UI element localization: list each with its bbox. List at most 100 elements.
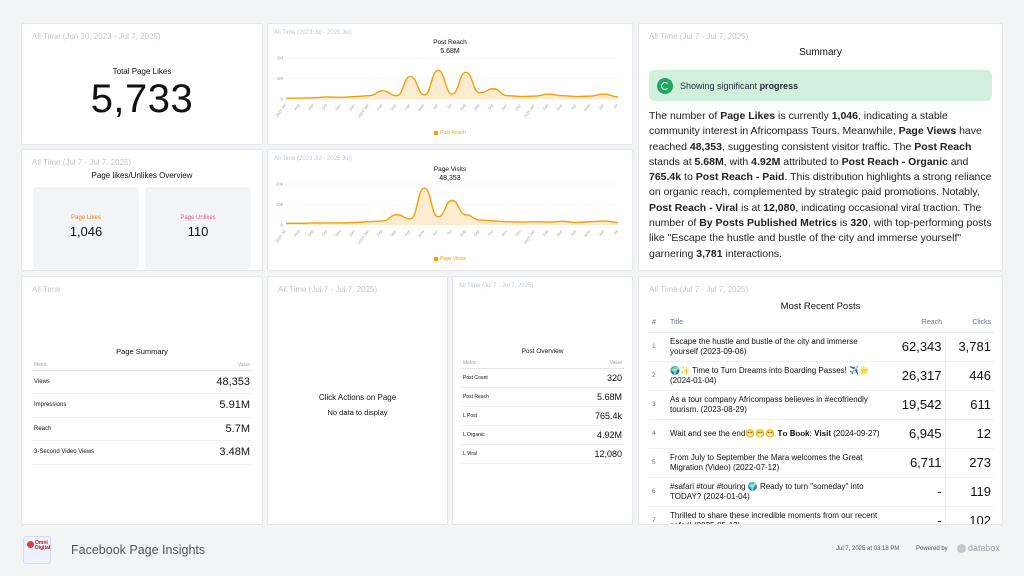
- page-unlikes-value: 110: [187, 224, 209, 239]
- footer: Omni Digital Facebook Page Insights Jul 7…: [0, 532, 1024, 576]
- summary-highlight: Post Reach - Viral: [649, 201, 739, 214]
- metric-cell: Impressions: [32, 393, 171, 418]
- x-tick-label: Sep: [472, 102, 481, 111]
- post-row[interactable]: 2 🌍✨ Time to Turn Dreams into Boarding Pa…: [649, 361, 994, 391]
- metric-cell: 3-Second Video Views: [32, 440, 171, 465]
- summary-segment: The number of: [649, 110, 721, 122]
- post-clicks: 446: [944, 361, 994, 391]
- post-title[interactable]: 🌍✨ Time to Turn Dreams into Boarding Pas…: [667, 361, 887, 391]
- chart-value: 48,353: [439, 175, 461, 182]
- post-title[interactable]: From July to September the Mara welcomes…: [667, 448, 887, 478]
- post-title[interactable]: #safari #tour #touring 🌍 Ready to turn "…: [667, 477, 887, 507]
- summary-highlight: 48,353: [689, 140, 722, 153]
- page-likes-value: 1,046: [69, 224, 103, 239]
- y-tick-label: 20k: [276, 182, 284, 187]
- y-tick-label: 2M: [277, 56, 284, 61]
- recent-posts-table[interactable]: # Title Reach Clicks 1 Escape the hustle …: [649, 314, 994, 524]
- post-title[interactable]: As a tour company Africompass believes i…: [667, 390, 887, 420]
- x-tick-label: Nov: [334, 103, 342, 112]
- metric-cell: Reach: [32, 417, 171, 441]
- powered-by-label: Powered by: [916, 546, 948, 552]
- post-clicks: 12: [944, 419, 994, 449]
- card-title: Click Actions on Page: [318, 393, 397, 402]
- x-tick-label: Apr: [570, 228, 578, 237]
- x-tick-label: Mar: [389, 228, 397, 237]
- x-tick-label: Dec: [514, 103, 522, 112]
- post-row[interactable]: 1 Escape the hustle and bustle of the cit…: [649, 332, 994, 362]
- x-tick-label: Jun: [431, 229, 439, 237]
- x-tick-label: May: [417, 229, 425, 238]
- empty-state-text: No data to display: [327, 408, 388, 417]
- x-tick-label: Sep: [472, 228, 481, 237]
- post-reach-card: All Time (2023 Jul - 2025 Jul) Post Reac…: [267, 23, 633, 145]
- post-clicks: 119: [944, 477, 994, 507]
- summary-segment: is at: [738, 201, 764, 214]
- summary-highlight: 12,080: [763, 201, 796, 214]
- table-row: Views 48,353: [32, 370, 252, 394]
- summary-highlight: Post Reach - Paid: [695, 171, 785, 184]
- value-cell: 5.68M: [540, 387, 624, 407]
- metric-cell: Views: [32, 370, 171, 394]
- post-title[interactable]: Wait and see the end😁😁😁 𝐓𝐨 𝐁𝐨𝐨𝐤: 𝐕𝐢𝐬𝐢𝐭 (…: [667, 419, 887, 449]
- col-metric: Metric: [32, 360, 171, 371]
- dashboard-title: Facebook Page Insights: [71, 543, 206, 557]
- summary-text: The number of Page Likes is currently 1,…: [649, 109, 992, 262]
- value-cell: 48,353: [170, 370, 252, 394]
- table-row: L Organic 4.92M: [461, 425, 624, 445]
- databox-icon: [957, 543, 966, 553]
- x-tick-label: 2025 Jan: [522, 229, 536, 245]
- post-title[interactable]: Escape the hustle and bustle of the city…: [667, 332, 887, 362]
- post-reach: 6,711: [887, 448, 946, 478]
- progress-banner: Showing significant progress: [649, 70, 992, 101]
- col-clicks[interactable]: Clicks: [945, 314, 994, 333]
- metric-cell: Post Reach: [461, 387, 541, 407]
- summary-highlight: Page Likes: [720, 110, 776, 122]
- summary-highlight: By Posts Published Metrics: [699, 217, 837, 230]
- post-row[interactable]: 6 #safari #tour #touring 🌍 Ready to turn …: [649, 477, 994, 507]
- date-range: All Time (Jul 7 - Jul 7, 2025): [32, 158, 132, 167]
- post-overview-table: Metric Value Post Count 320 Post Reach 5.68M…: [461, 359, 624, 464]
- page-likes-box: Page Likes 1,046: [33, 187, 139, 269]
- x-tick-label: May: [583, 103, 591, 112]
- post-title[interactable]: Thrilled to share these incredible momen…: [667, 506, 887, 524]
- post-index: 6: [649, 477, 667, 507]
- y-tick-label: 10k: [276, 202, 284, 207]
- summary-highlight: Post Reach - Organic: [841, 155, 948, 168]
- post-row[interactable]: 4 Wait and see the end😁😁😁 𝐓𝐨 𝐁𝐨𝐨𝐤: 𝐕𝐢𝐬𝐢𝐭 …: [649, 419, 994, 449]
- summary-segment: stands at: [649, 155, 695, 168]
- col-value: Value: [170, 360, 252, 371]
- summary-segment: , with top-performing posts like "Escape…: [649, 217, 992, 260]
- post-reach: 19,542: [887, 390, 946, 420]
- likes-unlikes-card: All Time (Jul 7 - Jul 7, 2025) Page like…: [21, 149, 263, 271]
- x-tick-label: Mar: [389, 102, 397, 111]
- post-clicks: 3,781: [944, 332, 994, 362]
- post-reach: -: [887, 506, 946, 524]
- post-row[interactable]: 3 As a tour company Africompass believes …: [649, 390, 994, 420]
- metric-cell: L Organic: [461, 425, 541, 445]
- legend-label: Page Views: [439, 256, 467, 262]
- legend-swatch: [434, 130, 439, 135]
- summary-highlight: 5.68M: [694, 155, 724, 168]
- value-cell: 5.91M: [170, 393, 252, 418]
- page-likes-label: Page Likes: [71, 215, 101, 221]
- post-index: 7: [649, 506, 667, 524]
- post-index: 4: [649, 419, 667, 449]
- post-reach: 26,317: [887, 361, 946, 391]
- card-title: Summary: [799, 47, 842, 58]
- post-row[interactable]: 7 Thrilled to share these incredible mome…: [649, 506, 994, 524]
- date-range: All Time (2023 Jul - 2025 Jul): [274, 156, 352, 162]
- col-reach[interactable]: Reach: [887, 314, 946, 333]
- summary-segment: have reached: [649, 125, 982, 153]
- summary-highlight: Post Reach: [914, 140, 972, 153]
- y-tick-label: 1M: [277, 76, 284, 81]
- post-row[interactable]: 5 From July to September the Mara welcome…: [649, 448, 994, 478]
- databox-link[interactable]: databox: [957, 543, 1000, 553]
- legend-swatch: [433, 256, 438, 261]
- post-index: 5: [649, 448, 667, 478]
- summary-segment: . This distribution highlights a strong …: [649, 171, 992, 199]
- recent-posts-card: All Time (Jul 7 - Jul 7, 2025) Most Rece…: [638, 276, 1003, 525]
- col-title[interactable]: Title: [667, 314, 887, 333]
- x-tick-label: Mar: [555, 228, 563, 237]
